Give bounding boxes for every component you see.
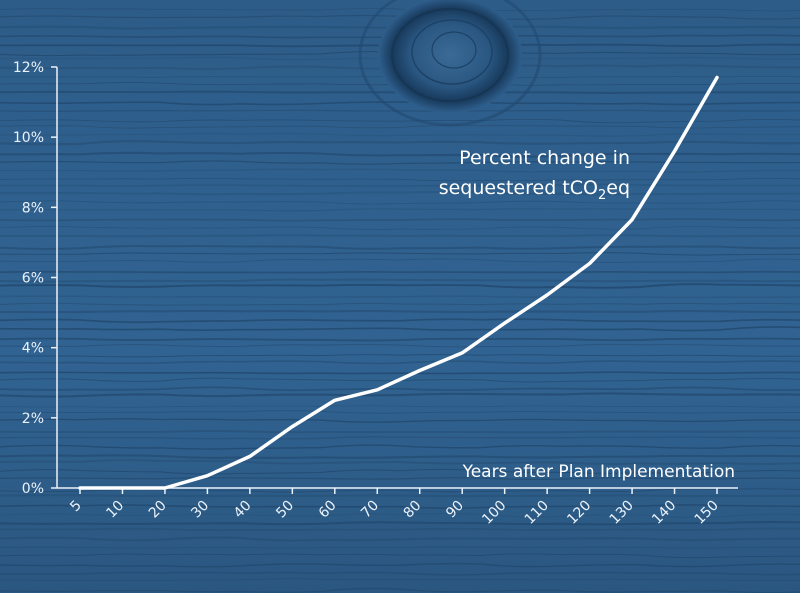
wood-grain-line bbox=[0, 405, 800, 408]
annotation-line-2: sequestered tCO2eq bbox=[439, 177, 630, 203]
x-tick-label: 130 bbox=[607, 498, 637, 528]
wood-grain-line bbox=[0, 133, 800, 137]
data-points bbox=[79, 77, 718, 489]
wood-grain-line bbox=[0, 295, 800, 299]
wood-grain-line bbox=[0, 527, 800, 532]
wood-grain-line bbox=[0, 258, 800, 263]
wood-grain-line bbox=[0, 190, 800, 196]
annotation-line-2-main: sequestered tCO bbox=[439, 177, 598, 199]
x-tick-label: 10 bbox=[103, 498, 127, 522]
wood-grain-line bbox=[0, 183, 800, 187]
wood-grain-line bbox=[0, 252, 800, 256]
wood-grain-line bbox=[0, 504, 800, 509]
wood-grain-line bbox=[0, 343, 800, 348]
x-tick-label: 70 bbox=[358, 498, 382, 522]
x-tick-label: 90 bbox=[443, 498, 467, 522]
x-tick-label: 30 bbox=[188, 498, 212, 522]
wood-grain-line bbox=[0, 140, 800, 146]
wood-grain-line bbox=[0, 270, 800, 274]
wood-grain-line bbox=[0, 546, 800, 549]
wood-grain-line bbox=[0, 177, 800, 182]
wood-grain-line bbox=[0, 283, 800, 289]
wood-grain-line bbox=[0, 553, 800, 559]
y-tick-label: 8% bbox=[22, 200, 44, 216]
wood-grain-line bbox=[0, 218, 800, 222]
wood-grain-line bbox=[0, 436, 800, 440]
wood-grain-line bbox=[0, 410, 800, 414]
y-axis-ticks: 0% 2% 4% 6% 8% 10% 12% bbox=[13, 60, 57, 497]
x-tick-label: 150 bbox=[692, 498, 722, 528]
y-tick-label: 6% bbox=[22, 271, 44, 287]
wood-grain-line bbox=[0, 326, 800, 332]
annotation-line-2-end: eq bbox=[606, 177, 630, 199]
x-tick-label: 60 bbox=[316, 498, 340, 522]
wood-grain-line bbox=[0, 371, 800, 375]
y-tick-label: 4% bbox=[22, 341, 44, 357]
wood-grain-line bbox=[0, 459, 800, 465]
wood-grain-line bbox=[0, 377, 800, 383]
wood-grain-line bbox=[0, 418, 800, 423]
wood-grain-line bbox=[0, 208, 800, 212]
x-tick-label: 5 bbox=[67, 498, 85, 516]
series-annotation: Percent change in sequestered tCO2eq bbox=[439, 147, 630, 203]
wood-grain-line bbox=[0, 477, 800, 481]
wood-grain-line bbox=[0, 386, 800, 392]
x-tick-label: 100 bbox=[479, 498, 509, 528]
wood-grain-line bbox=[0, 160, 800, 165]
wood-grain-line bbox=[0, 521, 800, 526]
wood-grain-line bbox=[0, 337, 800, 342]
wood-grain-line bbox=[0, 318, 800, 324]
wood-grain-line bbox=[0, 200, 800, 205]
y-tick-label: 0% bbox=[22, 481, 44, 497]
series-line bbox=[78, 75, 719, 490]
x-tick-label: 140 bbox=[649, 498, 679, 528]
wood-grain-line bbox=[0, 309, 800, 314]
x-tick-label: 50 bbox=[273, 498, 297, 522]
wood-grain-line bbox=[0, 578, 800, 582]
x-tick-label: 80 bbox=[401, 498, 425, 522]
y-tick-label: 2% bbox=[22, 411, 44, 427]
wood-grain-line bbox=[0, 278, 800, 283]
y-tick-label: 10% bbox=[13, 130, 44, 146]
wood-grain-line bbox=[0, 571, 800, 576]
wood-grain-line bbox=[0, 494, 800, 498]
wood-grain-line bbox=[0, 562, 800, 568]
x-axis-title: Years after Plan Implementation bbox=[462, 462, 735, 482]
x-tick-label: 110 bbox=[522, 498, 552, 528]
wood-grain-line bbox=[0, 454, 800, 459]
annotation-line-1: Percent change in bbox=[459, 147, 630, 169]
x-axis-ticks: 5 10 20 30 40 50 60 70 80 90 100 110 120 130 140 150 bbox=[67, 488, 722, 528]
wood-grain-line bbox=[0, 245, 800, 250]
wood-grain-line bbox=[0, 151, 800, 158]
wood-grain-line bbox=[0, 168, 800, 173]
wood-grain-line bbox=[0, 429, 800, 434]
wood-grain-line bbox=[0, 234, 800, 238]
wood-grain-line bbox=[0, 118, 800, 124]
wood-grain-line bbox=[0, 302, 800, 306]
y-tick-label: 12% bbox=[13, 60, 44, 76]
wood-grain-line bbox=[0, 513, 800, 518]
wood-grain-line bbox=[0, 354, 800, 358]
annotation-subscript: 2 bbox=[598, 188, 606, 203]
x-tick-label: 20 bbox=[146, 498, 170, 522]
wood-grain-line bbox=[0, 392, 800, 398]
wood-grain-line bbox=[0, 468, 800, 475]
wood-grain-line bbox=[0, 360, 800, 365]
wood-grain-line bbox=[0, 587, 800, 593]
wood-grain-line bbox=[0, 226, 800, 230]
wood-grain-line bbox=[0, 536, 800, 542]
wood-knot bbox=[358, 0, 542, 127]
x-tick-label: 120 bbox=[564, 498, 594, 528]
wood-grain-line bbox=[0, 444, 800, 450]
x-tick-label: 40 bbox=[231, 498, 255, 522]
